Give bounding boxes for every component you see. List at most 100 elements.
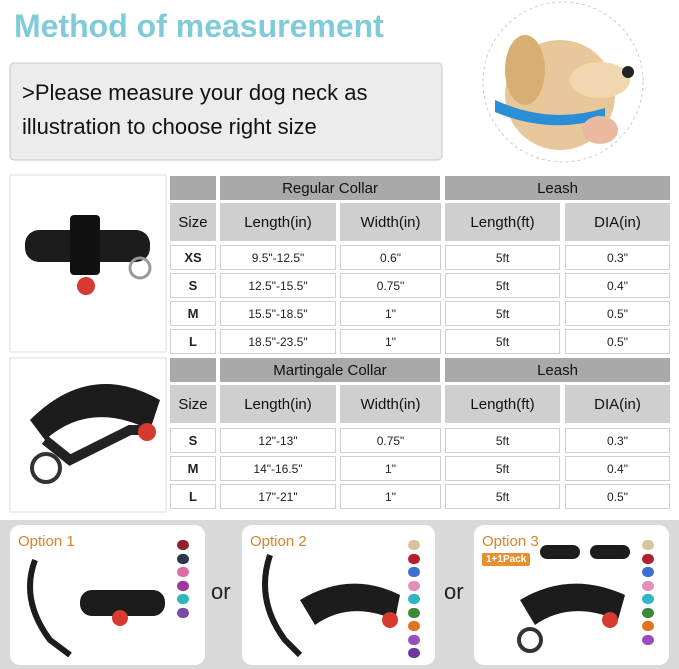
column-header: Length(in) (220, 203, 336, 241)
color-swatch (642, 634, 654, 645)
option-label: Option 1 (18, 533, 75, 550)
color-swatch (642, 567, 654, 577)
martingale-tag (382, 612, 398, 628)
size-cell: S (170, 273, 216, 298)
table-cell: 12.5"-15.5" (220, 273, 336, 298)
table-cell: 14"-16.5" (220, 456, 336, 481)
separator: or (211, 579, 231, 604)
table-cell: 0.5" (565, 329, 670, 354)
table-cell: 12"-13" (220, 428, 336, 453)
buckle-button (112, 610, 128, 626)
size-cell: S (170, 428, 216, 453)
column-header: Size (170, 203, 216, 241)
color-swatch (177, 553, 189, 564)
group-header: Martingale Collar (220, 358, 440, 382)
martingale-tag (602, 612, 618, 628)
table-cell: 17"-21" (220, 484, 336, 509)
group-header: Leash (445, 358, 670, 382)
table-cell: 0.75" (340, 273, 441, 298)
buckle-button (77, 277, 95, 295)
table-cell: 1" (340, 456, 441, 481)
table-cell: 5ft (445, 428, 560, 453)
color-swatch (408, 607, 420, 618)
group-header-empty (170, 358, 216, 382)
collar (80, 590, 165, 616)
color-swatch (408, 621, 420, 631)
table-cell: 5ft (445, 245, 560, 270)
column-header: DIA(in) (565, 203, 670, 241)
color-swatch (408, 634, 420, 645)
color-swatch (642, 580, 654, 591)
column-header: Length(ft) (445, 203, 560, 241)
instruction-line: >Please measure your dog neck as (22, 80, 368, 105)
group-header: Regular Collar (220, 176, 440, 200)
buckle (70, 215, 100, 275)
dog-snout (570, 62, 630, 98)
color-swatch (177, 580, 189, 591)
column-header: DIA(in) (565, 385, 670, 423)
instruction-line: illustration to choose right size (22, 114, 317, 139)
badge: 1+1Pack (482, 553, 531, 566)
group-header-empty (170, 176, 216, 200)
color-swatch (642, 621, 654, 631)
table-cell: 5ft (445, 301, 560, 326)
martingale-tag (138, 423, 156, 441)
color-swatch (408, 553, 420, 564)
size-cell: XS (170, 245, 216, 270)
table-cell: 1" (340, 301, 441, 326)
color-swatch (408, 567, 420, 577)
table-cell: 15.5"-18.5" (220, 301, 336, 326)
group-header: Leash (445, 176, 670, 200)
table-cell: 0.6" (340, 245, 441, 270)
table-cell: 0.3" (565, 428, 670, 453)
table-cell: 0.75" (340, 428, 441, 453)
color-swatch (642, 540, 654, 550)
leash (262, 554, 303, 658)
table-cell: 0.5" (565, 301, 670, 326)
column-header: Size (170, 385, 216, 423)
mini-collar (540, 545, 580, 559)
table-cell: 5ft (445, 456, 560, 481)
table-cell: 5ft (445, 329, 560, 354)
martingale-collar (520, 583, 625, 625)
color-swatch (177, 540, 189, 550)
option-label: Option 2 (250, 533, 307, 550)
column-header: Length(ft) (445, 385, 560, 423)
separator: or (444, 579, 464, 604)
table-cell: 0.4" (565, 456, 670, 481)
table-cell: 1" (340, 484, 441, 509)
color-swatch (642, 594, 654, 604)
color-swatch (642, 553, 654, 564)
column-header: Width(in) (340, 385, 441, 423)
table-cell: 0.4" (565, 273, 670, 298)
d-ring (128, 256, 152, 280)
table-cell: 1" (340, 329, 441, 354)
color-swatch (408, 580, 420, 591)
size-cell: L (170, 484, 216, 509)
size-cell: M (170, 456, 216, 481)
dog-nose (622, 66, 634, 78)
table-cell: 5ft (445, 273, 560, 298)
measuring-tape (495, 100, 605, 126)
color-swatch (177, 607, 189, 618)
color-swatch (642, 607, 654, 618)
color-swatch (408, 540, 420, 550)
martingale-ring (517, 627, 543, 653)
option-label: Option 3 (482, 533, 539, 550)
color-swatch (177, 594, 189, 604)
martingale-collar (30, 384, 160, 440)
table-cell: 5ft (445, 484, 560, 509)
dog-ear (505, 35, 545, 105)
title: Method of measurement (14, 8, 384, 44)
hand (582, 116, 618, 144)
table-cell: 9.5"-12.5" (220, 245, 336, 270)
color-swatch (177, 567, 189, 577)
instruction-box (9, 62, 443, 161)
size-cell: L (170, 329, 216, 354)
color-swatch (408, 594, 420, 604)
martingale-ring (30, 452, 62, 484)
color-swatch (408, 648, 420, 658)
martingale-collar (300, 583, 400, 625)
table-cell: 0.5" (565, 484, 670, 509)
